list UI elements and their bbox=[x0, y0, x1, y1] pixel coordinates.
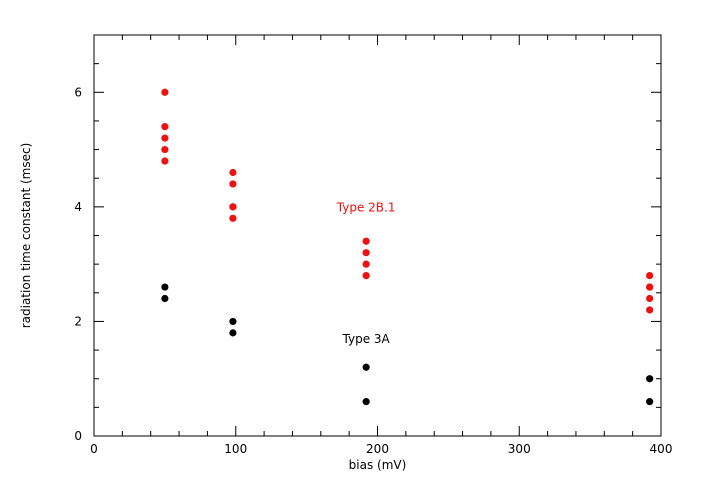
tick-labels: 0 100 200 300 400 0 2 4 6 bbox=[74, 85, 672, 456]
data-point bbox=[362, 249, 370, 257]
data-point bbox=[161, 145, 169, 154]
data-point bbox=[362, 260, 370, 268]
x-tick-label: 100 bbox=[224, 442, 247, 456]
data-point bbox=[646, 272, 654, 280]
plot-frame bbox=[93, 34, 662, 437]
x-tick-label: 0 bbox=[90, 442, 98, 456]
y-tick-label: 6 bbox=[74, 85, 82, 99]
data-point bbox=[646, 375, 654, 383]
data-point bbox=[229, 317, 237, 326]
data-point bbox=[229, 180, 237, 188]
data-point bbox=[362, 237, 370, 245]
x-tick-label: 200 bbox=[366, 442, 389, 456]
y-axis-label: radiation time constant (msec) bbox=[19, 143, 33, 329]
y-tick-label: 2 bbox=[74, 314, 82, 328]
data-point bbox=[362, 272, 370, 280]
y-tick-label: 0 bbox=[74, 429, 82, 443]
data-point bbox=[229, 168, 237, 177]
data-point bbox=[362, 363, 370, 371]
data-point bbox=[646, 294, 654, 303]
series-label-type-3a: Type 3A bbox=[342, 332, 391, 346]
data-points bbox=[161, 88, 654, 406]
data-point bbox=[161, 123, 169, 131]
x-axis-label: bias (mV) bbox=[349, 458, 407, 472]
data-point bbox=[646, 306, 654, 314]
y-tick-label: 4 bbox=[74, 200, 82, 214]
data-point bbox=[229, 329, 237, 337]
data-point bbox=[161, 294, 169, 303]
data-point bbox=[161, 157, 169, 165]
data-point bbox=[646, 398, 654, 406]
data-point bbox=[229, 214, 237, 222]
data-point bbox=[161, 134, 169, 142]
axis-ticks bbox=[93, 34, 662, 437]
data-point bbox=[229, 203, 237, 211]
x-tick-label: 400 bbox=[650, 442, 673, 456]
x-tick-label: 300 bbox=[508, 442, 531, 456]
data-point bbox=[646, 283, 654, 291]
series-label-type-2b1: Type 2B.1 bbox=[336, 200, 396, 214]
data-point bbox=[161, 88, 169, 96]
data-point bbox=[161, 283, 169, 291]
data-point bbox=[362, 398, 370, 406]
